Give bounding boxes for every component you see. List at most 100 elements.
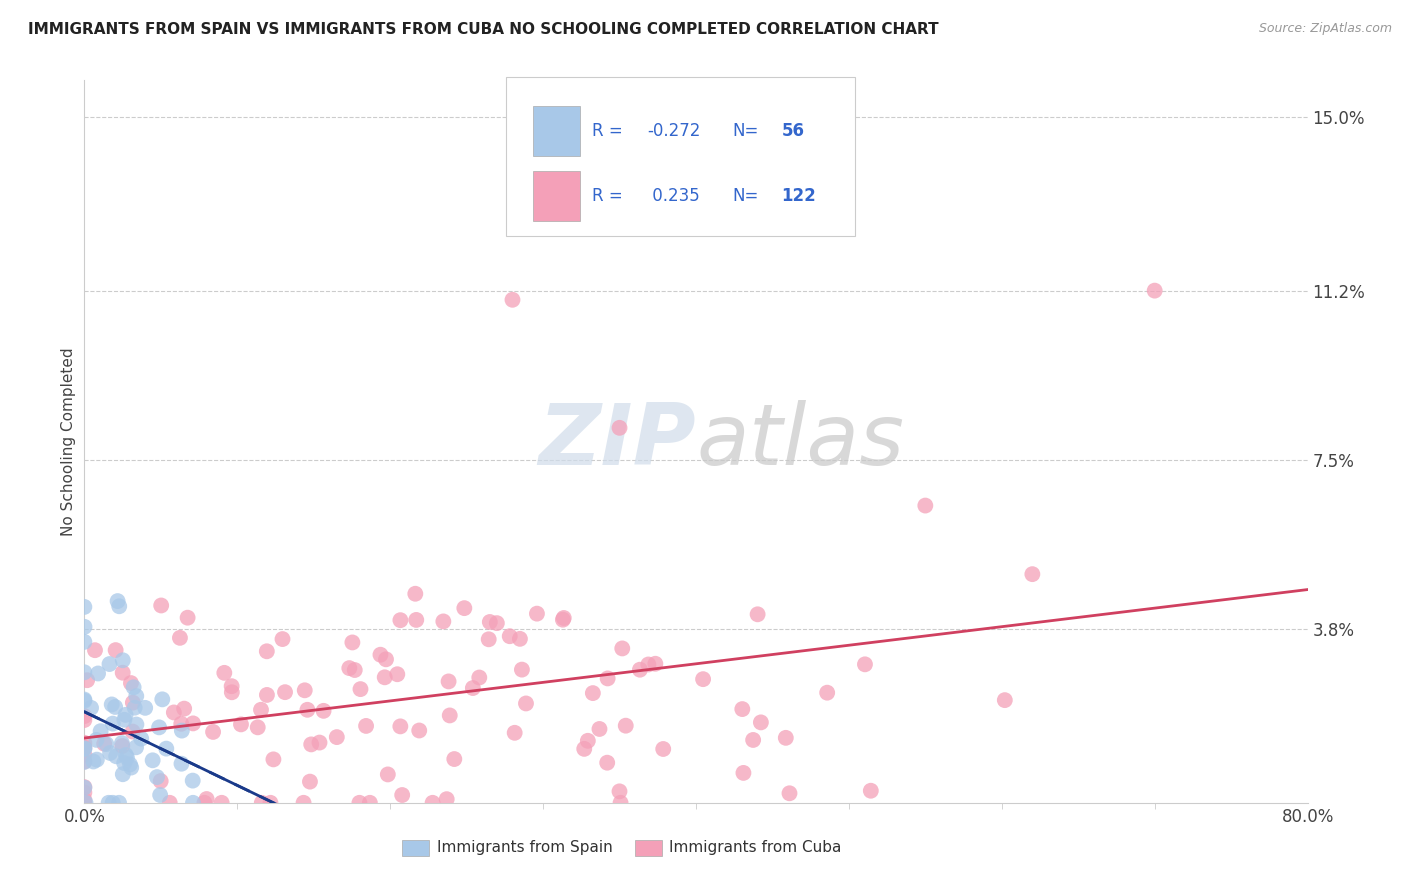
Point: [111, 739, 134, 753]
Point: [150, 599, 173, 613]
Point: [73, 620, 96, 634]
Point: [377, 767, 399, 781]
Point: [553, 611, 575, 625]
Point: [609, 421, 631, 435]
Point: [478, 615, 501, 629]
Point: [73, 599, 96, 614]
Point: [181, 716, 204, 731]
Point: [478, 632, 501, 647]
Point: [73, 793, 96, 807]
Text: Immigrants from Cuba: Immigrants from Cuba: [669, 840, 841, 855]
Point: [124, 700, 146, 714]
Point: [354, 719, 377, 733]
Text: 122: 122: [782, 187, 817, 205]
Point: [510, 663, 533, 677]
Bar: [533, 105, 579, 156]
Point: [692, 672, 714, 686]
Point: [195, 792, 218, 806]
Point: [596, 672, 619, 686]
Point: [644, 657, 666, 671]
Point: [86, 753, 108, 767]
Point: [87, 666, 110, 681]
Point: [1143, 284, 1166, 298]
Point: [256, 644, 278, 658]
Point: [155, 741, 177, 756]
Point: [609, 784, 631, 798]
Point: [111, 653, 134, 667]
Point: [86, 732, 108, 747]
Point: [121, 724, 143, 739]
Point: [432, 615, 454, 629]
Point: [108, 796, 131, 810]
Point: [408, 723, 430, 738]
Point: [111, 665, 134, 680]
Point: [389, 719, 412, 733]
Point: [612, 641, 634, 656]
Point: [250, 703, 273, 717]
Point: [259, 796, 281, 810]
Point: [73, 665, 96, 680]
Point: [163, 706, 186, 720]
Point: [250, 796, 273, 810]
Point: [437, 674, 460, 689]
Point: [73, 780, 96, 794]
Point: [326, 730, 349, 744]
Point: [129, 731, 152, 746]
Point: [256, 688, 278, 702]
Point: [159, 796, 181, 810]
Point: [193, 796, 215, 810]
Point: [342, 635, 364, 649]
Point: [142, 753, 165, 767]
Point: [111, 767, 134, 781]
Point: [101, 796, 124, 810]
Point: [170, 716, 193, 731]
Point: [499, 629, 522, 643]
Point: [100, 698, 122, 712]
Text: R =: R =: [592, 187, 623, 205]
Point: [173, 701, 195, 715]
Text: N=: N=: [733, 122, 759, 140]
Point: [211, 796, 233, 810]
Point: [73, 755, 96, 769]
Point: [370, 648, 392, 662]
Point: [73, 796, 96, 810]
Point: [76, 673, 98, 688]
Point: [73, 742, 96, 756]
Point: [98, 657, 121, 671]
Point: [779, 786, 801, 800]
Point: [146, 770, 169, 784]
Bar: [636, 840, 662, 856]
Point: [114, 747, 136, 762]
Point: [108, 599, 131, 614]
Y-axis label: No Schooling Completed: No Schooling Completed: [60, 347, 76, 536]
Point: [551, 613, 574, 627]
Point: [628, 663, 651, 677]
Point: [337, 661, 360, 675]
Point: [112, 713, 135, 727]
Point: [343, 663, 366, 677]
Point: [742, 733, 765, 747]
Point: [125, 717, 148, 731]
Point: [614, 719, 637, 733]
Point: [115, 750, 138, 764]
Point: [73, 755, 96, 769]
Point: [439, 708, 461, 723]
Point: [170, 723, 193, 738]
Point: [75, 796, 97, 810]
Point: [389, 613, 412, 627]
Point: [101, 716, 124, 731]
Point: [596, 756, 619, 770]
Point: [176, 610, 198, 624]
Point: [391, 788, 413, 802]
Point: [375, 652, 398, 666]
Point: [576, 733, 599, 747]
Point: [73, 709, 96, 723]
Point: [299, 738, 322, 752]
Point: [98, 746, 121, 760]
Point: [509, 632, 531, 646]
Point: [582, 686, 605, 700]
Point: [149, 774, 172, 789]
Point: [468, 671, 491, 685]
Point: [461, 681, 484, 695]
Bar: [533, 170, 579, 221]
